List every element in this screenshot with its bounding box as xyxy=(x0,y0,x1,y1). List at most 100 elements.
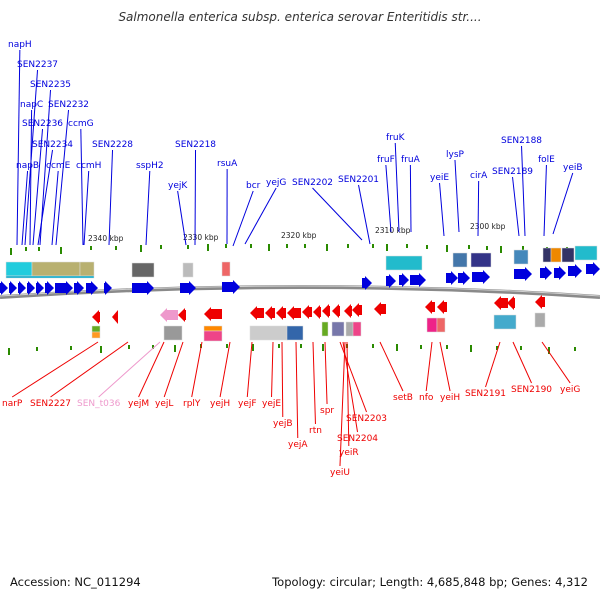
forward-gene-arrow[interactable] xyxy=(104,281,112,295)
reverse-gene-label[interactable]: SEN2204 xyxy=(337,434,378,444)
reverse-gene-label[interactable]: rtn xyxy=(309,426,322,436)
reverse-gene-label[interactable]: yejH xyxy=(210,399,230,409)
reverse-gene-label[interactable]: yejB xyxy=(273,419,293,429)
forward-gene-arrow[interactable] xyxy=(27,281,35,295)
forward-gene-arrow[interactable] xyxy=(18,281,26,295)
reverse-gene-label[interactable]: yeiU xyxy=(330,468,350,478)
forward-gene-arrow[interactable] xyxy=(180,281,196,295)
reverse-gene-arrow[interactable] xyxy=(313,305,321,319)
forward-gene-label[interactable]: rsuA xyxy=(217,159,238,169)
reverse-gene-label[interactable]: yejA xyxy=(288,440,308,450)
forward-gene-label[interactable]: SEN2235 xyxy=(30,80,71,90)
reverse-gene-label[interactable]: nfo xyxy=(419,393,434,403)
forward-gene-arrow[interactable] xyxy=(74,281,84,295)
forward-gene-arrow[interactable] xyxy=(514,267,532,281)
forward-gene-arrow[interactable] xyxy=(554,266,566,280)
reverse-gene-label[interactable]: SEN2227 xyxy=(30,399,71,409)
forward-gene-label[interactable]: napB xyxy=(16,161,39,171)
reverse-gene-arrow[interactable] xyxy=(204,307,222,321)
forward-gene-arrow[interactable] xyxy=(540,266,552,280)
reverse-gene-arrow[interactable] xyxy=(425,300,435,314)
forward-gene-arrow[interactable] xyxy=(86,281,98,295)
forward-gene-arrow[interactable] xyxy=(472,270,490,284)
forward-gene-label[interactable]: lysP xyxy=(446,150,465,160)
reverse-gene-arrow[interactable] xyxy=(276,306,286,320)
reverse-gene-arrow[interactable] xyxy=(178,308,186,322)
reverse-gene-arrow[interactable] xyxy=(112,310,118,324)
forward-gene-label[interactable]: yejK xyxy=(168,181,188,191)
forward-gene-arrow[interactable] xyxy=(568,264,582,278)
reverse-gene-label[interactable]: yejE xyxy=(262,399,281,409)
reverse-gene-label[interactable]: SEN2203 xyxy=(346,414,387,424)
forward-gene-label[interactable]: sspH2 xyxy=(136,161,164,171)
forward-gene-label[interactable]: bcr xyxy=(246,181,261,191)
forward-gene-label[interactable]: yeiB xyxy=(563,163,583,173)
reverse-gene-label[interactable]: narP xyxy=(2,399,23,409)
forward-gene-label[interactable]: SEN2236 xyxy=(22,119,63,129)
reverse-gene-label[interactable]: SEN2190 xyxy=(511,385,552,395)
forward-gene-arrow[interactable] xyxy=(36,281,44,295)
forward-gene-arrow[interactable] xyxy=(586,262,600,276)
reverse-gene-arrow[interactable] xyxy=(344,304,352,318)
forward-gene-label[interactable]: fruK xyxy=(386,133,406,143)
forward-gene-label[interactable]: yejG xyxy=(266,178,286,188)
reverse-gene-arrow[interactable] xyxy=(302,305,312,319)
reverse-gene-label[interactable]: yeiR xyxy=(339,448,359,458)
forward-gene-arrow[interactable] xyxy=(0,281,8,295)
reverse-gene-arrow[interactable] xyxy=(352,303,362,317)
reverse-gene-label[interactable]: yeiH xyxy=(440,393,460,403)
forward-gene-arrow[interactable] xyxy=(362,276,372,290)
forward-gene-label[interactable]: SEN2189 xyxy=(492,167,533,177)
forward-gene-label[interactable]: ccmE xyxy=(46,161,71,171)
reverse-gene-label[interactable]: rplY xyxy=(183,399,201,409)
reverse-gene-arrow[interactable] xyxy=(332,304,340,318)
forward-gene-label[interactable]: fruF xyxy=(377,155,395,165)
reverse-gene-arrow[interactable] xyxy=(535,295,545,309)
forward-gene-arrow[interactable] xyxy=(410,273,426,287)
forward-gene-label[interactable]: SEN2201 xyxy=(338,175,379,185)
forward-gene-label[interactable]: SEN2202 xyxy=(292,178,333,188)
forward-gene-arrow[interactable] xyxy=(45,281,54,295)
reverse-gene-arrow[interactable] xyxy=(265,306,275,320)
forward-gene-label[interactable]: folE xyxy=(538,155,555,165)
forward-gene-arrow[interactable] xyxy=(458,271,470,285)
forward-gene-label[interactable]: napH xyxy=(8,40,32,50)
reverse-gene-label[interactable]: yejL xyxy=(155,399,173,409)
reverse-gene-label[interactable]: yeiG xyxy=(560,385,580,395)
reverse-gene-arrow[interactable] xyxy=(374,302,386,316)
forward-gene-label[interactable]: SEN2218 xyxy=(175,140,216,150)
forward-gene-arrow[interactable] xyxy=(446,271,458,285)
pseudogene-label[interactable]: SEN_t036 xyxy=(77,399,121,409)
reverse-gene-arrow[interactable] xyxy=(92,310,100,324)
forward-gene-arrow[interactable] xyxy=(386,274,396,288)
forward-gene-label[interactable]: SEN2188 xyxy=(501,136,542,146)
reverse-gene-arrow[interactable] xyxy=(250,306,264,320)
reverse-gene-label[interactable]: setB xyxy=(393,393,413,403)
forward-gene-label[interactable]: SEN2237 xyxy=(17,60,58,70)
forward-gene-label[interactable]: fruA xyxy=(401,155,421,165)
reverse-gene-arrow[interactable] xyxy=(322,304,330,318)
pseudogene-arrow[interactable] xyxy=(160,308,178,322)
reverse-gene-arrow[interactable] xyxy=(287,306,301,320)
forward-gene-label[interactable]: ccmH xyxy=(76,161,101,171)
forward-gene-label[interactable]: SEN2234 xyxy=(32,140,73,150)
reverse-gene-label[interactable]: spr xyxy=(320,406,334,416)
forward-gene-label[interactable]: cirA xyxy=(470,171,488,181)
reverse-gene-arrow[interactable] xyxy=(437,300,447,314)
forward-gene-arrow[interactable] xyxy=(9,281,17,295)
forward-gene-arrow[interactable] xyxy=(399,273,409,287)
reverse-gene-label[interactable]: SEN2191 xyxy=(465,389,506,399)
forward-gene-label[interactable]: yeiE xyxy=(430,173,449,183)
forward-gene-label[interactable]: ccmG xyxy=(68,119,94,129)
reverse-gene-label[interactable]: yejF xyxy=(238,399,257,409)
genome-map[interactable]: 2340 kbp 2330 kbp 2320 kbp 2310 kbp 2300 kbp… xyxy=(0,0,600,570)
reverse-gene-arrow[interactable] xyxy=(494,296,508,310)
forward-gene-label[interactable]: SEN2232 xyxy=(48,100,89,110)
forward-gene-label[interactable]: napC xyxy=(20,100,43,110)
reverse-gene-arrow[interactable] xyxy=(507,296,515,310)
reverse-gene-label[interactable]: yejM xyxy=(128,399,149,409)
forward-gene-arrow[interactable] xyxy=(132,281,154,295)
forward-gene-arrow[interactable] xyxy=(222,280,240,294)
forward-gene-label[interactable]: SEN2228 xyxy=(92,140,133,150)
forward-gene-arrow[interactable] xyxy=(55,281,73,295)
